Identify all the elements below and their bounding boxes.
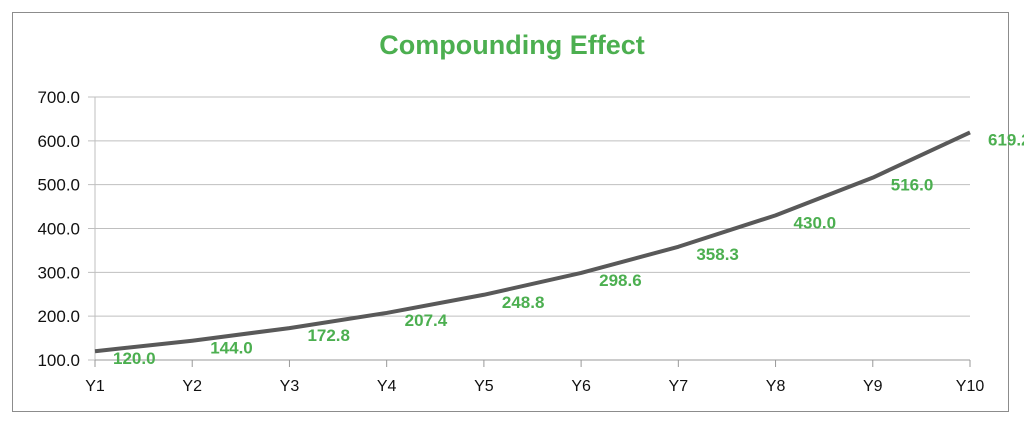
x-tick-label: Y9: [863, 378, 883, 395]
x-tick-label: Y1: [85, 378, 105, 395]
x-tick-label: Y6: [571, 378, 591, 395]
y-tick-label: 600.0: [37, 132, 80, 151]
y-tick-label: 700.0: [37, 88, 80, 107]
y-tick-label: 400.0: [37, 220, 80, 239]
x-tick-label: Y4: [377, 378, 397, 395]
data-label: 172.8: [307, 326, 350, 345]
x-tick-label: Y3: [280, 378, 300, 395]
chart-frame: [12, 12, 1009, 412]
chart-title: Compounding Effect: [379, 30, 645, 60]
x-tick-label: Y8: [766, 378, 786, 395]
x-tick-label: Y2: [182, 378, 202, 395]
series-line: [94, 130, 971, 354]
data-label: 144.0: [210, 339, 253, 358]
x-tick-label: Y7: [669, 378, 689, 395]
y-tick-label: 300.0: [37, 263, 80, 282]
data-label: 619.2: [988, 130, 1024, 149]
y-tick-label: 100.0: [37, 351, 80, 370]
x-tick-label: Y10: [956, 378, 985, 395]
data-label: 358.3: [696, 245, 739, 264]
data-label: 430.0: [794, 213, 837, 232]
data-label: 248.8: [502, 293, 545, 312]
data-label: 516.0: [891, 176, 934, 195]
data-label: 298.6: [599, 271, 642, 290]
data-label: 207.4: [405, 311, 448, 330]
data-label: 120.0: [113, 349, 156, 368]
y-tick-label: 500.0: [37, 176, 80, 195]
x-tick-label: Y5: [474, 378, 494, 395]
y-tick-label: 200.0: [37, 307, 80, 326]
